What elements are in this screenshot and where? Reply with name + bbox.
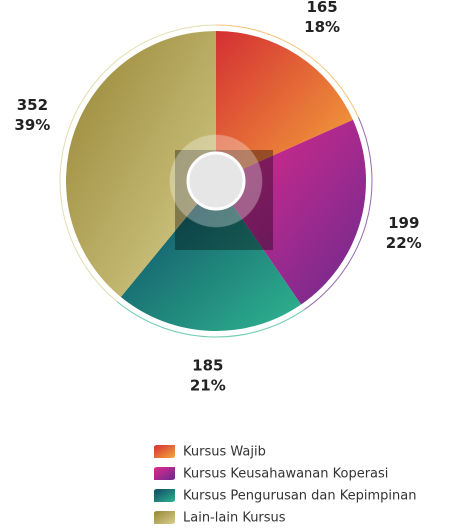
outer-ring	[116, 301, 305, 338]
legend-swatch	[154, 489, 175, 502]
value-label: 165	[306, 0, 337, 16]
outer-ring	[59, 24, 217, 303]
pie-slice	[216, 119, 366, 305]
percent-label: 18%	[304, 18, 340, 36]
outer-ring	[304, 117, 373, 310]
legend-label: Kursus Wajib	[183, 445, 266, 460]
legend-swatch	[154, 511, 175, 524]
percent-label: 21%	[190, 376, 226, 394]
value-label: 352	[17, 96, 48, 114]
center-hole	[186, 151, 246, 211]
percent-label: 39%	[14, 116, 50, 134]
legend-swatch	[154, 445, 175, 458]
legend-swatch	[154, 467, 175, 480]
legend-label: Kursus Keusahawanan Koperasi	[183, 467, 388, 482]
value-label: 199	[388, 214, 419, 232]
outer-ring	[215, 24, 359, 118]
legend-label: Kursus Pengurusan dan Kepimpinan	[183, 489, 416, 504]
legend-label: Lain-lain Kursus	[183, 511, 286, 526]
pie-slice	[216, 31, 353, 181]
pie-slice	[66, 30, 216, 297]
value-label: 185	[192, 356, 223, 374]
pie-slice	[120, 181, 302, 331]
percent-label: 22%	[386, 234, 422, 252]
